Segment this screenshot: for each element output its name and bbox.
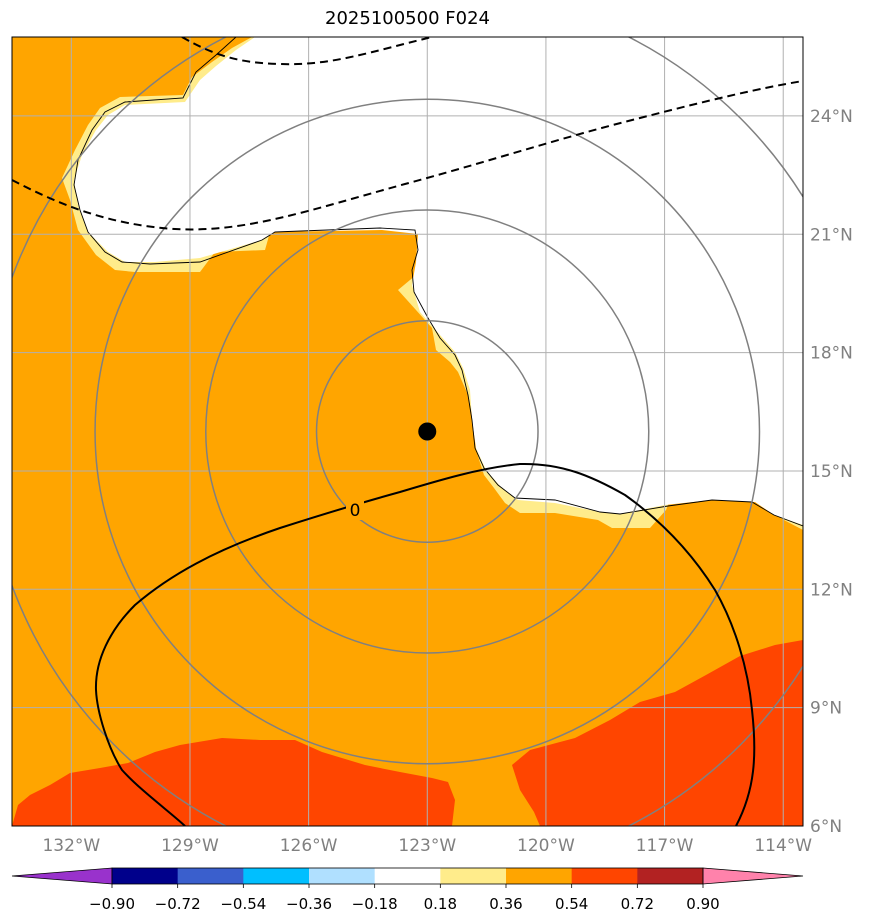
latitude-labels: 6°N 9°N 12°N 15°N 18°N 21°N 24°N	[810, 107, 853, 837]
colorbar-extend-min	[11, 867, 113, 885]
field-0.54-0.72-southeast	[512, 640, 803, 826]
zero-contour-label: 0	[350, 501, 361, 521]
dashed-contour-central	[12, 80, 803, 231]
longitude-label: 117°W	[636, 836, 694, 856]
colorbar-bin	[571, 868, 638, 884]
latitude-label: 9°N	[810, 699, 842, 719]
colorbar-tick-label: −0.72	[155, 895, 201, 913]
zero-contour	[94, 462, 756, 826]
colorbar-tick-label: −0.18	[352, 895, 398, 913]
colorbar-tick-label: 0.72	[621, 895, 654, 913]
latitude-label: 21°N	[810, 225, 853, 245]
range-ring	[205, 209, 650, 654]
colorbar-bin	[440, 868, 507, 884]
colorbar-tick-label: 0.18	[424, 895, 457, 913]
range-rings	[12, 37, 803, 826]
colorbar-tick-label: −0.90	[89, 895, 135, 913]
colorbar-outline	[111, 867, 704, 885]
colorbar-bin	[637, 868, 704, 884]
field-0.54-0.72-southwest	[12, 738, 455, 826]
colorbar-bin	[243, 868, 310, 884]
colorbar-tick-label: −0.36	[286, 895, 332, 913]
colorbar-bin	[309, 868, 376, 884]
longitude-label: 126°W	[280, 836, 338, 856]
latitude-label: 12°N	[810, 580, 853, 600]
colorbar-bin	[374, 868, 441, 884]
map-panel: 0	[12, 37, 803, 826]
longitude-label: 132°W	[42, 836, 100, 856]
zero-contour-label-bg	[346, 500, 364, 520]
colorbar-bin	[177, 868, 244, 884]
map-frame	[11, 36, 804, 827]
map-title: 2025100500 F024	[325, 8, 490, 29]
colorbar-tick-label: −0.54	[220, 895, 266, 913]
longitude-label: 114°W	[754, 836, 812, 856]
longitude-labels: 132°W 129°W 126°W 123°W 120°W 117°W 114°W	[42, 836, 812, 856]
colorbar-tick-label: 0.54	[555, 895, 588, 913]
longitude-label: 120°W	[517, 836, 575, 856]
storm-center-marker	[418, 422, 437, 441]
range-ring	[315, 320, 539, 543]
longitude-label: 123°W	[398, 836, 456, 856]
colorbar-extend-max	[702, 867, 804, 885]
colorbar-bin	[506, 868, 573, 884]
colorbar-tick-label: 0.90	[686, 895, 719, 913]
colorbar-bin	[112, 868, 179, 884]
dashed-contour-north	[181, 37, 433, 66]
longitude-label: 129°W	[161, 836, 219, 856]
latitude-label: 24°N	[810, 107, 853, 127]
field-isoline	[73, 37, 803, 527]
field-neutral	[74, 37, 803, 525]
latitude-label: 15°N	[810, 462, 853, 482]
colorbar-tick-label: 0.36	[489, 895, 522, 913]
colorbar: −0.90 −0.72 −0.54 −0.36 −0.18 0.18 0.36 0.54 0.7…	[11, 867, 804, 913]
latitude-label: 18°N	[810, 344, 853, 364]
range-ring	[94, 98, 761, 765]
latitude-label: 6°N	[810, 817, 842, 837]
